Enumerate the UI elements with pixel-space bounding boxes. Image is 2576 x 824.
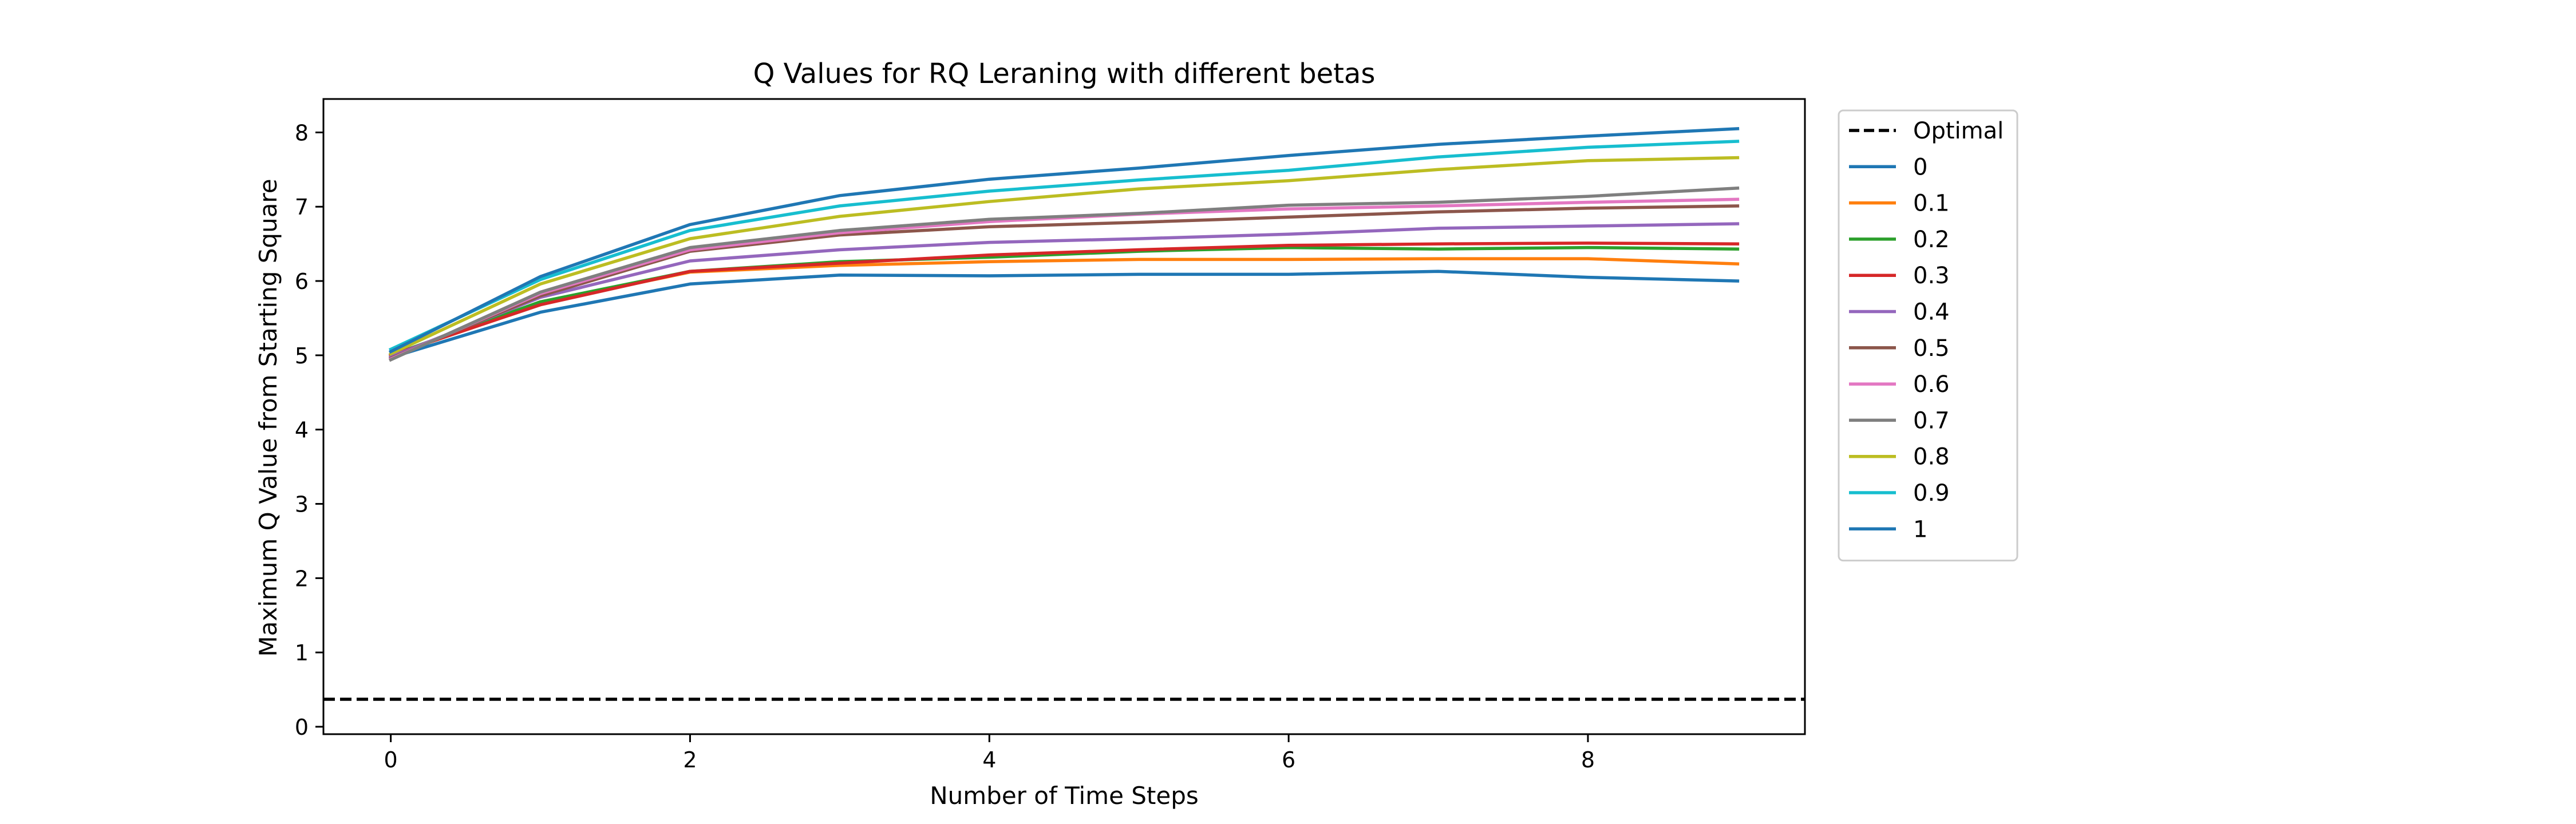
y-tick-label: 3 bbox=[295, 492, 309, 517]
legend-label-3: 0.2 bbox=[1913, 227, 1950, 253]
y-tick-label: 7 bbox=[295, 195, 309, 220]
chart-title: Q Values for RQ Leraning with different … bbox=[753, 58, 1376, 90]
x-tick-label: 2 bbox=[683, 747, 697, 772]
series-line-7 bbox=[388, 186, 1740, 362]
legend-label-7: 0.6 bbox=[1913, 371, 1950, 398]
x-axis-label: Number of Time Steps bbox=[930, 782, 1199, 810]
y-tick-label: 5 bbox=[295, 343, 309, 369]
y-tick-label: 8 bbox=[295, 120, 309, 145]
legend-label-9: 0.8 bbox=[1913, 444, 1950, 470]
series-line-4 bbox=[389, 222, 1740, 359]
series-line-8 bbox=[388, 156, 1740, 356]
plot-area bbox=[322, 98, 1806, 735]
legend-label-2: 0.1 bbox=[1913, 191, 1950, 217]
legend-label-10: 0.9 bbox=[1913, 480, 1950, 506]
x-tick-label: 6 bbox=[1282, 747, 1295, 772]
x-tick-label: 8 bbox=[1581, 747, 1595, 772]
plot-frame bbox=[322, 98, 1806, 735]
legend-label-1: 0 bbox=[1913, 154, 1927, 180]
series-line-0 bbox=[389, 270, 1740, 360]
legend-label-8: 0.7 bbox=[1913, 407, 1950, 434]
y-tick-label: 1 bbox=[295, 640, 309, 665]
x-axis: 0 2 4 6 8 bbox=[384, 734, 1595, 772]
y-tick-label: 0 bbox=[295, 715, 309, 740]
legend-label-5: 0.4 bbox=[1913, 299, 1950, 326]
legend-label-4: 0.3 bbox=[1913, 263, 1950, 289]
series-line-9 bbox=[388, 140, 1740, 352]
series-line-1 bbox=[389, 257, 1740, 358]
y-axis-label: Maximum Q Value from Starting Square bbox=[254, 179, 282, 656]
series-line-5 bbox=[389, 204, 1740, 360]
legend-box bbox=[1838, 109, 2018, 562]
legend: Optimal 0 0.1 0.2 0.3 0.4 0.5 0.6 0.7 0.8 0.9 1 bbox=[1838, 109, 2018, 562]
series-line-10 bbox=[388, 127, 1740, 354]
y-tick-label: 2 bbox=[295, 566, 309, 591]
x-tick-label: 0 bbox=[384, 747, 398, 772]
y-tick-label: 4 bbox=[295, 418, 309, 443]
x-tick-label: 4 bbox=[982, 747, 996, 772]
y-axis: 0 1 2 3 4 5 6 7 8 bbox=[295, 120, 323, 740]
legend-label-11: 1 bbox=[1913, 516, 1927, 542]
legend-label-0: Optimal bbox=[1913, 118, 2004, 144]
legend-label-6: 0.5 bbox=[1913, 335, 1950, 362]
y-tick-label: 6 bbox=[295, 269, 309, 294]
series-line-3 bbox=[389, 241, 1740, 358]
